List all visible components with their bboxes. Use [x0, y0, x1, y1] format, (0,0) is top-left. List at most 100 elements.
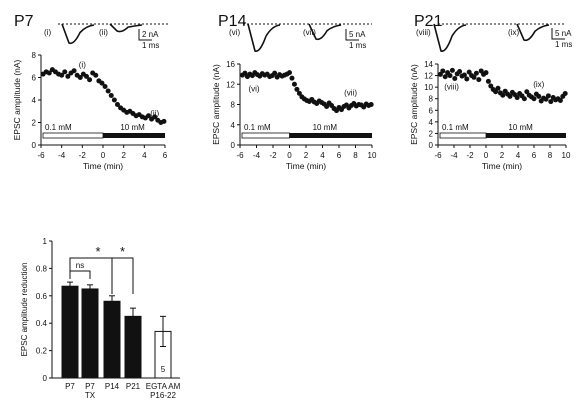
y-tick-label: 14 [424, 60, 433, 69]
category-label: P7 TX [85, 382, 96, 400]
data-point [324, 104, 330, 110]
scale-bar [551, 28, 565, 40]
panel-title: P7 [14, 13, 34, 30]
y-tick-label: 0.8 [36, 264, 48, 273]
scale-bar [345, 29, 359, 41]
scale-amp-label: 5 nA [349, 30, 366, 39]
x-tick-label: 10 [368, 151, 377, 160]
data-point [521, 96, 527, 102]
data-point [485, 78, 491, 84]
data-point [493, 89, 499, 95]
trace-label: (ix) [508, 28, 519, 37]
point-annotation: (vi) [248, 84, 259, 93]
y-axis-label: EPSC amplitude (nA) [409, 64, 419, 145]
y-axis-label: EPSC amplitude (nA) [12, 59, 22, 140]
data-point [531, 96, 537, 102]
x-tick-label: 8 [353, 151, 358, 160]
x-axis-label: Time (min) [482, 161, 522, 171]
scale-time-label: 1 ms [555, 40, 572, 49]
data-point [368, 102, 374, 107]
scale-time-label: 1 ms [349, 41, 366, 50]
trace-label: (ii) [99, 28, 108, 37]
data-point [461, 72, 467, 78]
data-point [449, 67, 455, 73]
data-point [145, 113, 151, 119]
x-tick-label: 2 [121, 151, 126, 160]
scale-time-label: 1 ms [142, 41, 159, 50]
x-tick-label: 4 [142, 151, 147, 160]
data-point [514, 95, 520, 101]
panel-title: P14 [218, 13, 247, 30]
x-tick-label: 2 [304, 151, 309, 160]
trace-label: (vi) [229, 28, 240, 37]
y-tick-label: 6 [32, 74, 37, 83]
x-tick-label: -4 [450, 151, 458, 160]
x-tick-label: -6 [37, 151, 45, 160]
low-concentration-label: 0.1 mM [244, 123, 271, 132]
epsc-trace [61, 23, 95, 45]
bar-chart: 0 0.2 0.4 0.6 0.8 1 EPSC amplitude reduction P7… [20, 237, 181, 400]
data-point [452, 75, 458, 81]
x-tick-label: 0 [101, 151, 106, 160]
x-tick-label: 6 [337, 151, 342, 160]
high-concentration-label: 10 mM [120, 123, 145, 132]
x-tick-label: -6 [236, 151, 244, 160]
y-axis-label: EPSC amplitude reduction [20, 263, 29, 357]
panel-p7: P7 (i) (ii) 2 nA 1 ms 0 2 4 6 8 -6 -4 -2 0 2 4 6 Time (mi… [12, 13, 170, 171]
x-tick-label: 6 [532, 151, 537, 160]
x-axis-label: Time (min) [83, 161, 123, 171]
data-point [287, 70, 292, 76]
data-point [507, 93, 513, 99]
data-point [457, 69, 463, 75]
x-tick-label: 8 [548, 151, 553, 160]
y-tick-label: 10 [424, 83, 433, 92]
data-point [483, 70, 489, 76]
high-concentration-bar [289, 133, 372, 138]
data-point [524, 89, 530, 95]
point-annotation: (vii) [344, 88, 357, 97]
low-concentration-bar [42, 132, 104, 139]
y-tick-label: 8 [32, 51, 37, 60]
data-point [108, 93, 114, 98]
data-point [440, 68, 446, 74]
significance-bracket [111, 257, 134, 294]
data-point [102, 84, 108, 89]
x-tick-label: -4 [253, 151, 261, 160]
panel-title: P21 [414, 13, 443, 30]
x-tick-label: 10 [562, 151, 571, 160]
low-concentration-label: 0.1 mM [45, 123, 72, 132]
y-tick-label: 0 [32, 141, 37, 150]
x-axis-label: Time (min) [286, 161, 326, 171]
data-point [111, 97, 117, 103]
significance-star: * [95, 244, 100, 259]
bar [61, 285, 79, 379]
data-point [105, 88, 111, 94]
data-point [242, 70, 248, 76]
data-point [71, 68, 77, 74]
y-tick-label: 4 [231, 121, 236, 130]
data-point [466, 69, 472, 75]
x-tick-label: -2 [269, 151, 277, 160]
y-tick-label: 2 [429, 129, 434, 138]
point-annotation: (ii) [150, 109, 159, 118]
data-point [152, 114, 158, 120]
data-point [557, 97, 563, 103]
x-tick-label: 0 [287, 151, 292, 160]
bar [124, 315, 142, 379]
y-tick-label: 4 [32, 96, 37, 105]
data-point [471, 74, 477, 80]
x-tick-label: -4 [58, 151, 66, 160]
data-point [548, 99, 554, 105]
scale-amp-label: 5 nA [555, 29, 572, 38]
epsc-trace [247, 23, 281, 52]
y-tick-label: 4 [429, 118, 434, 127]
data-point [464, 76, 470, 82]
x-tick-label: 0 [484, 151, 489, 160]
low-concentration-bar [241, 132, 290, 139]
x-tick-label: -2 [79, 151, 87, 160]
y-tick-label: 6 [429, 106, 434, 115]
data-point [46, 70, 52, 76]
data-point [488, 83, 494, 89]
